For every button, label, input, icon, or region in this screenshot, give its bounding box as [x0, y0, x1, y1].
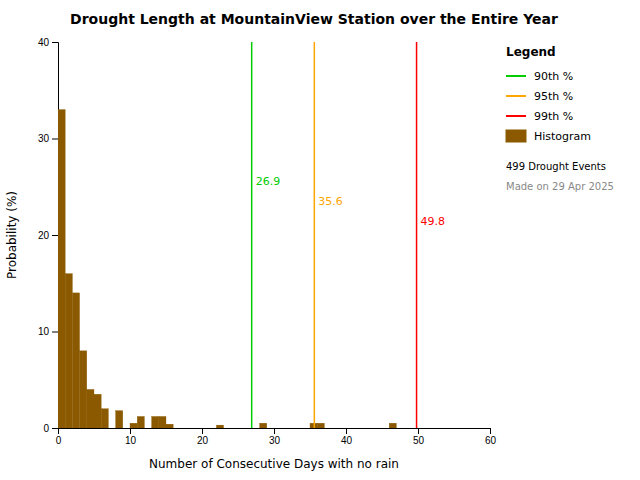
x-tick: 30	[269, 428, 281, 446]
histogram-bar	[317, 423, 324, 428]
histogram-bar	[87, 389, 94, 428]
x-tick: 20	[197, 428, 209, 446]
legend-title: Legend	[506, 45, 556, 59]
x-tick: 10	[125, 428, 137, 446]
x-tick-mark	[130, 428, 131, 434]
legend-swatch	[506, 95, 526, 97]
x-axis-title: Number of Consecutive Days with no rain	[149, 457, 399, 471]
percentile-line	[314, 42, 316, 428]
y-tick-label: 30	[38, 133, 50, 144]
x-tick-label: 20	[197, 435, 209, 446]
y-tick-label: 10	[38, 326, 50, 337]
y-tick-mark	[52, 42, 58, 43]
legend-swatch	[506, 115, 526, 117]
y-tick-mark	[52, 139, 58, 140]
y-tick-mark	[52, 428, 58, 429]
y-axis-title: Probability (%)	[5, 191, 19, 279]
y-tick: 20	[38, 230, 58, 241]
histogram-bar	[130, 423, 137, 428]
annotation: Made on 29 Apr 2025	[506, 181, 614, 192]
x-tick-mark	[490, 428, 491, 434]
y-tick-mark	[52, 235, 58, 236]
histogram-bar	[101, 409, 108, 428]
y-tick-label: 40	[38, 37, 50, 48]
x-tick: 60	[485, 428, 497, 446]
legend-swatch	[506, 130, 526, 142]
percentile-labels: 26.9 35.6 49.8	[256, 175, 445, 228]
legend-entry: 95th %	[534, 90, 573, 103]
histogram-bar	[58, 110, 65, 428]
y-tick-label: 0	[43, 423, 49, 434]
chart: 0 10 20 30 40 50 60 0 10 20 30 40 26.9 35.6 49.8 Drough…	[0, 0, 640, 480]
x-tick-label: 60	[485, 435, 497, 446]
histogram-bar	[137, 416, 144, 428]
annotation: 499 Drought Events	[506, 161, 606, 172]
marks	[58, 42, 417, 428]
legend-entry: Histogram	[534, 130, 591, 143]
x-tick-mark	[202, 428, 203, 434]
y-tick: 0	[43, 423, 58, 434]
percentile-label: 35.6	[318, 195, 343, 208]
histogram-bar	[65, 274, 72, 428]
x-tick-label: 50	[413, 435, 425, 446]
histogram-bar	[80, 351, 87, 428]
x-tick-label: 30	[269, 435, 281, 446]
x-tick: 0	[56, 428, 62, 446]
histogram-bar	[260, 423, 267, 428]
x-tick-mark	[346, 428, 347, 434]
histogram-bar	[166, 424, 173, 428]
histogram-bar	[94, 394, 101, 428]
percentile-line	[251, 42, 253, 428]
y-tick: 10	[38, 326, 58, 337]
y-tick-mark	[52, 332, 58, 333]
histogram-bar	[116, 411, 123, 428]
x-axis: 0 10 20 30 40 50 60	[56, 428, 497, 446]
legend-swatch	[506, 75, 526, 77]
plot-area: 0 10 20 30 40 50 60 0 10 20 30 40 26.9 35.6 49.8	[38, 37, 497, 446]
x-tick-label: 0	[56, 435, 62, 446]
legend-entry: 99th %	[534, 110, 573, 123]
x-tick-mark	[274, 428, 275, 434]
x-tick-label: 10	[125, 435, 137, 446]
y-tick-label: 20	[38, 230, 50, 241]
histogram-bar	[152, 416, 159, 428]
legend: Legend 90th % 95th % 99th % Histogram	[506, 45, 591, 143]
x-axis-line	[59, 429, 491, 435]
histogram-bar	[159, 416, 166, 428]
legend-entry: 90th %	[534, 70, 573, 83]
y-axis-line	[52, 43, 59, 429]
title: Drought Length at MountainView Station o…	[70, 11, 558, 27]
x-tick: 50	[413, 428, 425, 446]
x-tick-label: 40	[341, 435, 353, 446]
percentile-label: 26.9	[256, 175, 281, 188]
histogram-bar	[216, 425, 223, 428]
y-axis: 0 10 20 30 40	[38, 37, 59, 434]
x-tick-mark	[418, 428, 419, 434]
percentile-label: 49.8	[421, 215, 446, 228]
histogram-bar	[389, 423, 396, 428]
histogram-bar	[72, 293, 79, 428]
y-tick: 30	[38, 133, 58, 144]
x-tick: 40	[341, 428, 353, 446]
y-tick: 40	[38, 37, 58, 48]
percentile-line	[416, 42, 418, 428]
